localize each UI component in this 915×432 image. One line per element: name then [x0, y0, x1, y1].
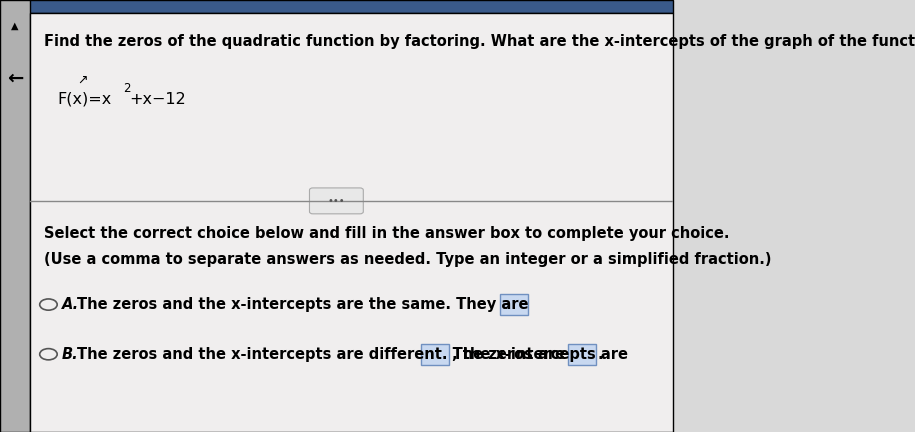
- FancyBboxPatch shape: [309, 188, 363, 214]
- FancyBboxPatch shape: [0, 0, 30, 432]
- FancyBboxPatch shape: [30, 13, 673, 432]
- Text: A.: A.: [62, 297, 79, 312]
- Text: B.: B.: [62, 347, 79, 362]
- Text: 2: 2: [124, 82, 131, 95]
- Text: ←: ←: [6, 68, 23, 87]
- FancyBboxPatch shape: [568, 344, 596, 365]
- Text: ↗: ↗: [78, 73, 88, 86]
- FancyBboxPatch shape: [0, 0, 673, 13]
- Text: .: .: [504, 299, 509, 312]
- FancyBboxPatch shape: [500, 294, 528, 315]
- Text: , the x-intercepts are: , the x-intercepts are: [452, 347, 628, 362]
- Text: (Use a comma to separate answers as needed. Type an integer or a simplified frac: (Use a comma to separate answers as need…: [44, 252, 771, 267]
- Text: The zeros and the x-intercepts are the same. They are: The zeros and the x-intercepts are the s…: [78, 297, 529, 312]
- Text: ▲: ▲: [11, 21, 18, 31]
- Text: The zeros and the x-intercepts are different. The zeros are: The zeros and the x-intercepts are diffe…: [78, 347, 565, 362]
- FancyBboxPatch shape: [421, 344, 449, 365]
- Text: Select the correct choice below and fill in the answer box to complete your choi: Select the correct choice below and fill…: [44, 226, 729, 241]
- Text: Find the zeros of the quadratic function by factoring. What are the x-intercepts: Find the zeros of the quadratic function…: [44, 34, 915, 48]
- Text: +x−12: +x−12: [129, 92, 186, 107]
- Text: F(x)=x: F(x)=x: [57, 92, 112, 107]
- Text: .: .: [597, 347, 603, 362]
- Text: •••: •••: [328, 196, 345, 206]
